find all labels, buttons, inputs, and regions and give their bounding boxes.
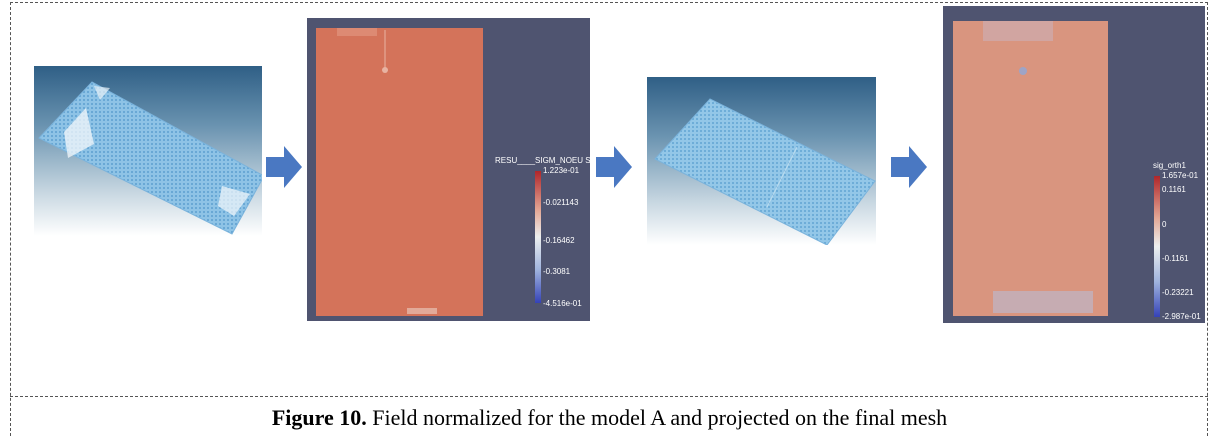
colorbar-tick: -2.987e-01	[1162, 312, 1201, 321]
colorbar-title-2: sig_orth1	[1153, 161, 1186, 170]
mesh-surface-1	[38, 81, 265, 235]
caption-divider	[10, 396, 1208, 397]
colorbar-tick: -4.516e-01	[543, 299, 582, 308]
colorbar-2	[1154, 176, 1160, 317]
colorbar-tick: 1.657e-01	[1162, 171, 1199, 180]
colorbar-title-1: RESU____SIGM_NOEU SIXX	[495, 156, 604, 165]
figure-frame	[10, 2, 1208, 436]
mesh-view-panel-1	[34, 66, 265, 236]
field-map-1	[316, 28, 541, 316]
colorbar-tick: -0.16462	[543, 236, 575, 245]
arrow-right-icon-3	[891, 146, 927, 188]
field-plot-panel-2: sig_orth1 1.657e-01 0.1161 0 -0.1161 -0.…	[943, 6, 1205, 323]
colorbar-tick: 0.1161	[1162, 185, 1186, 194]
mesh-view-panel-2	[647, 77, 876, 246]
colorbar-1	[535, 171, 541, 303]
colorbar-tick: -0.23221	[1162, 288, 1194, 297]
field-plot-panel-1: RESU____SIGM_NOEU SIXX 1.223e-01 -0.0211…	[307, 18, 603, 321]
arrow-right-icon-2	[596, 146, 632, 188]
caption-text: Field normalized for the model A and pro…	[366, 405, 948, 430]
figure-label: Figure 10.	[271, 405, 367, 430]
colorbar-tick: 1.223e-01	[543, 166, 580, 175]
colorbar-tick: -0.3081	[543, 267, 571, 276]
mesh-surface-2	[654, 98, 876, 246]
field-map-2	[953, 21, 1160, 317]
arrow-right-icon-1	[266, 146, 302, 188]
colorbar-tick: 0	[1162, 220, 1167, 229]
colorbar-tick: -0.1161	[1162, 254, 1189, 263]
figure-caption: Figure 10. Field normalized for the mode…	[0, 405, 1219, 431]
colorbar-tick: -0.021143	[543, 198, 579, 207]
